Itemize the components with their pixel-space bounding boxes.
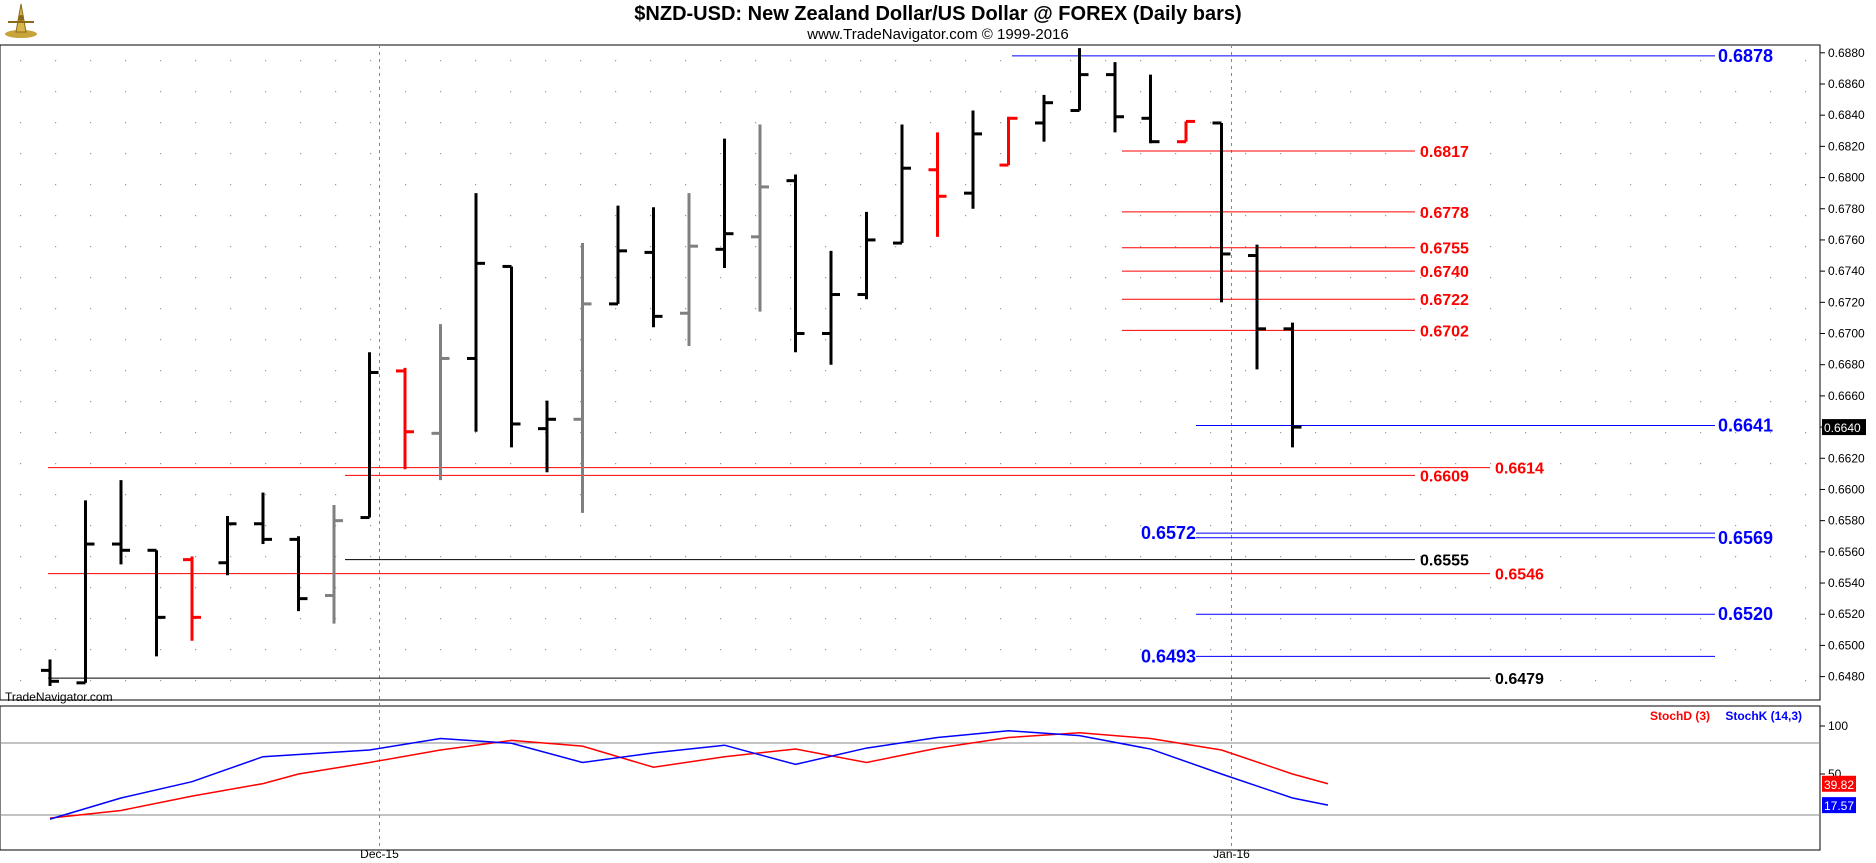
level-label-0.6878: 0.6878 xyxy=(1718,46,1773,66)
level-label-0.6778: 0.6778 xyxy=(1420,205,1469,222)
level-label-0.6520: 0.6520 xyxy=(1718,604,1773,624)
level-label-0.6546: 0.6546 xyxy=(1495,567,1544,584)
y-tick-label: 0.6720 xyxy=(1828,295,1865,309)
compass-logo-icon xyxy=(2,2,40,45)
x-tick-label: Jan-16 xyxy=(1213,847,1250,861)
level-label-0.6572: 0.6572 xyxy=(1141,523,1196,543)
level-label-0.6569: 0.6569 xyxy=(1718,528,1773,548)
level-label-0.6555: 0.6555 xyxy=(1420,553,1469,570)
y-tick-label: 0.6580 xyxy=(1828,514,1865,528)
y-tick-label: 0.6880 xyxy=(1828,46,1865,60)
stoch-y-tick-label: 100 xyxy=(1828,719,1848,733)
y-tick-label: 0.6680 xyxy=(1828,358,1865,372)
y-tick-label: 0.6480 xyxy=(1828,670,1865,684)
y-tick-label: 0.6760 xyxy=(1828,233,1865,247)
level-label-0.6479: 0.6479 xyxy=(1495,671,1544,688)
level-label-0.6609: 0.6609 xyxy=(1420,468,1469,485)
stoch-d-last-label: 39.82 xyxy=(1824,778,1854,792)
y-tick-label: 0.6500 xyxy=(1828,638,1865,652)
level-label-0.6755: 0.6755 xyxy=(1420,241,1469,258)
y-tick-label: 0.6660 xyxy=(1828,389,1865,403)
y-tick-label: 0.6560 xyxy=(1828,545,1865,559)
legend-stoch-d: StochD (3) xyxy=(1650,709,1710,723)
level-label-0.6702: 0.6702 xyxy=(1420,323,1469,340)
last-price-label: 0.6640 xyxy=(1824,421,1861,435)
y-tick-label: 0.6740 xyxy=(1828,264,1865,278)
legend-stoch-k: StochK (14,3) xyxy=(1725,709,1802,723)
x-tick-label: Dec-15 xyxy=(360,847,399,861)
y-tick-label: 0.6840 xyxy=(1828,108,1865,122)
stoch-series-line xyxy=(49,730,1329,820)
level-label-0.6493: 0.6493 xyxy=(1141,646,1196,666)
y-tick-label: 0.6700 xyxy=(1828,327,1865,341)
y-tick-label: 0.6800 xyxy=(1828,171,1865,185)
level-label-0.6722: 0.6722 xyxy=(1420,292,1469,309)
y-tick-label: 0.6520 xyxy=(1828,607,1865,621)
y-tick-label: 0.6780 xyxy=(1828,202,1865,216)
stoch-series-line xyxy=(49,731,1329,819)
y-tick-label: 0.6600 xyxy=(1828,482,1865,496)
level-label-0.6614: 0.6614 xyxy=(1495,461,1544,478)
stoch-d-last-box xyxy=(1822,775,1856,792)
grid-dots xyxy=(20,60,1807,682)
price-panel-frame xyxy=(0,44,1821,701)
stoch-k-last-box xyxy=(1822,797,1856,814)
y-tick-label: 0.6820 xyxy=(1828,139,1865,153)
y-tick-label: 0.6620 xyxy=(1828,451,1865,465)
watermark-text: TradeNavigator.com xyxy=(5,690,113,704)
y-tick-label: 0.6860 xyxy=(1828,77,1865,91)
level-label-0.6817: 0.6817 xyxy=(1420,144,1469,161)
stoch-k-last-label: 17.57 xyxy=(1824,799,1854,813)
chart-subtitle: www.TradeNavigator.com © 1999-2016 xyxy=(807,26,1069,43)
level-label-0.6641: 0.6641 xyxy=(1718,416,1773,436)
stoch-panel-frame xyxy=(0,705,1821,851)
last-price-box xyxy=(1822,419,1866,436)
y-tick-label: 0.6540 xyxy=(1828,576,1865,590)
level-label-0.6740: 0.6740 xyxy=(1420,264,1469,281)
chart-title: $NZD-USD: New Zealand Dollar/US Dollar @… xyxy=(634,3,1242,25)
